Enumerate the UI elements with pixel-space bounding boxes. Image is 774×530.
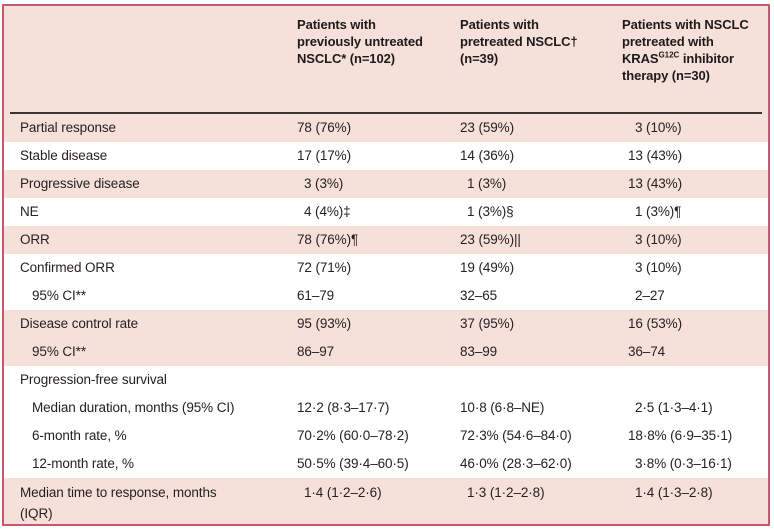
cell-value: 2·5 (1·3–4·1) (635, 400, 713, 415)
table-header-row: Patients with previously untreated NSCLC… (4, 6, 768, 112)
cell-value: 3 (10%) (635, 260, 682, 275)
cell-value: 14 (36%) (460, 148, 514, 163)
header-rule (10, 112, 762, 114)
row-label: NE (20, 204, 39, 219)
header-kras-cohort: Patients with NSCLC pretreated with KRAS… (606, 16, 768, 112)
cell-value: 1·3 (1·2–2·8) (467, 485, 545, 500)
cell-value: 37 (95%) (460, 316, 514, 331)
cell-value: 72 (71%) (297, 260, 351, 275)
cell-value: 23 (59%)|| (460, 232, 521, 247)
cell-value: 1 (3%)§ (467, 204, 514, 219)
cell-value: 4 (4%)‡ (304, 204, 351, 219)
cell-value: 19 (49%) (460, 260, 514, 275)
cell-value (606, 366, 768, 394)
table-row: Median duration, months (95% CI) 12·2 (8… (4, 394, 768, 422)
cell-value: 2–27 (635, 288, 665, 303)
row-label: Median duration, months (95% CI) (32, 400, 235, 415)
table-row: 12-month rate, % 50·5% (39·4–60·5) 46·0%… (4, 450, 768, 478)
row-label: 95% CI** (32, 344, 86, 359)
cell-value: 3 (3%) (304, 176, 344, 191)
cell-value: 3 (10%) (635, 232, 682, 247)
cell-value: 10·8 (6·8–NE) (460, 400, 545, 415)
cell-value: 1 (3%) (467, 176, 507, 191)
cell-value: 17 (17%) (297, 148, 351, 163)
table-row section-row: Progression-free survival (4, 366, 768, 394)
row-label: Disease control rate (20, 316, 139, 331)
row-label: Stable disease (20, 148, 108, 163)
table-row: NE 4 (4%)‡ 1 (3%)§ 1 (3%)¶ (4, 198, 768, 226)
cell-value: 3 (10%) (635, 120, 682, 135)
cell-value: 18·8% (6·9–35·1) (628, 428, 733, 443)
table-row: Confirmed ORR 72 (71%) 19 (49%) 3 (10%) (4, 254, 768, 282)
row-label: Median time to response, months (IQR) (20, 485, 217, 521)
cell-value: 23 (59%) (460, 120, 514, 135)
cell-value (281, 366, 444, 394)
cell-value: 1 (3%)¶ (635, 204, 682, 219)
cell-value: 1·4 (1·2–2·6) (304, 485, 382, 500)
cell-value: 78 (76%) (297, 120, 351, 135)
table-row: ORR 78 (76%)¶ 23 (59%)|| 3 (10%) (4, 226, 768, 254)
header-pretreated-cohort: Patients with pretreated NSCLC† (n=39) (460, 17, 578, 66)
cell-value: 61–79 (297, 288, 335, 303)
cell-value: 1·4 (1·3–2·8) (635, 485, 713, 500)
header-empty-cell (4, 16, 281, 112)
row-label: 12-month rate, % (32, 456, 134, 471)
cell-value: 13 (43%) (628, 148, 682, 163)
cell-value: 70·2% (60·0–78·2) (297, 428, 409, 443)
cell-value: 86–97 (297, 344, 335, 359)
table-row: 6-month rate, % 70·2% (60·0–78·2) 72·3% … (4, 422, 768, 450)
cell-value: 12·2 (8·3–17·7) (297, 400, 390, 415)
row-label: 6-month rate, % (32, 428, 127, 443)
table-row: Median time to response, months (IQR) 1·… (4, 478, 768, 524)
cell-value: 72·3% (54·6–84·0) (460, 428, 572, 443)
header-kras-post: inhibitor therapy (n=30) (622, 51, 734, 83)
table-row: Disease control rate 95 (93%) 37 (95%) 1… (4, 310, 768, 338)
cell-value: 16 (53%) (628, 316, 682, 331)
row-label: Confirmed ORR (20, 260, 115, 275)
table-row: Stable disease 17 (17%) 14 (36%) 13 (43%… (4, 142, 768, 170)
cell-value: 36–74 (628, 344, 666, 359)
row-label: 95% CI** (32, 288, 86, 303)
results-table: Patients with previously untreated NSCLC… (2, 4, 770, 526)
header-kras-pre: Patients with NSCLC pretreated with KRAS (622, 17, 749, 66)
table-row: Partial response 78 (76%) 23 (59%) 3 (10… (4, 114, 768, 142)
row-label: Progression-free survival (20, 372, 167, 387)
table-row: 95% CI** 86–97 83–99 36–74 (4, 338, 768, 366)
cell-value: 32–65 (460, 288, 498, 303)
table-row: Progressive disease 3 (3%) 1 (3%) 13 (43… (4, 170, 768, 198)
row-label: ORR (20, 232, 50, 247)
cell-value: 78 (76%)¶ (297, 232, 359, 247)
cell-value: 95 (93%) (297, 316, 351, 331)
row-label: Partial response (20, 120, 116, 135)
cell-value: 3·8% (0·3–16·1) (635, 456, 732, 471)
kras-g12c-superscript: G12C (658, 50, 680, 60)
cell-value: 46·0% (28·3–62·0) (460, 456, 572, 471)
cell-value: 83–99 (460, 344, 498, 359)
cell-value (444, 366, 606, 394)
header-untreated-cohort: Patients with previously untreated NSCLC… (297, 17, 423, 66)
cell-value: 13 (43%) (628, 176, 682, 191)
table-row: 95% CI** 61–79 32–65 2–27 (4, 282, 768, 310)
cell-value: 50·5% (39·4–60·5) (297, 456, 409, 471)
row-label: Progressive disease (20, 176, 140, 191)
